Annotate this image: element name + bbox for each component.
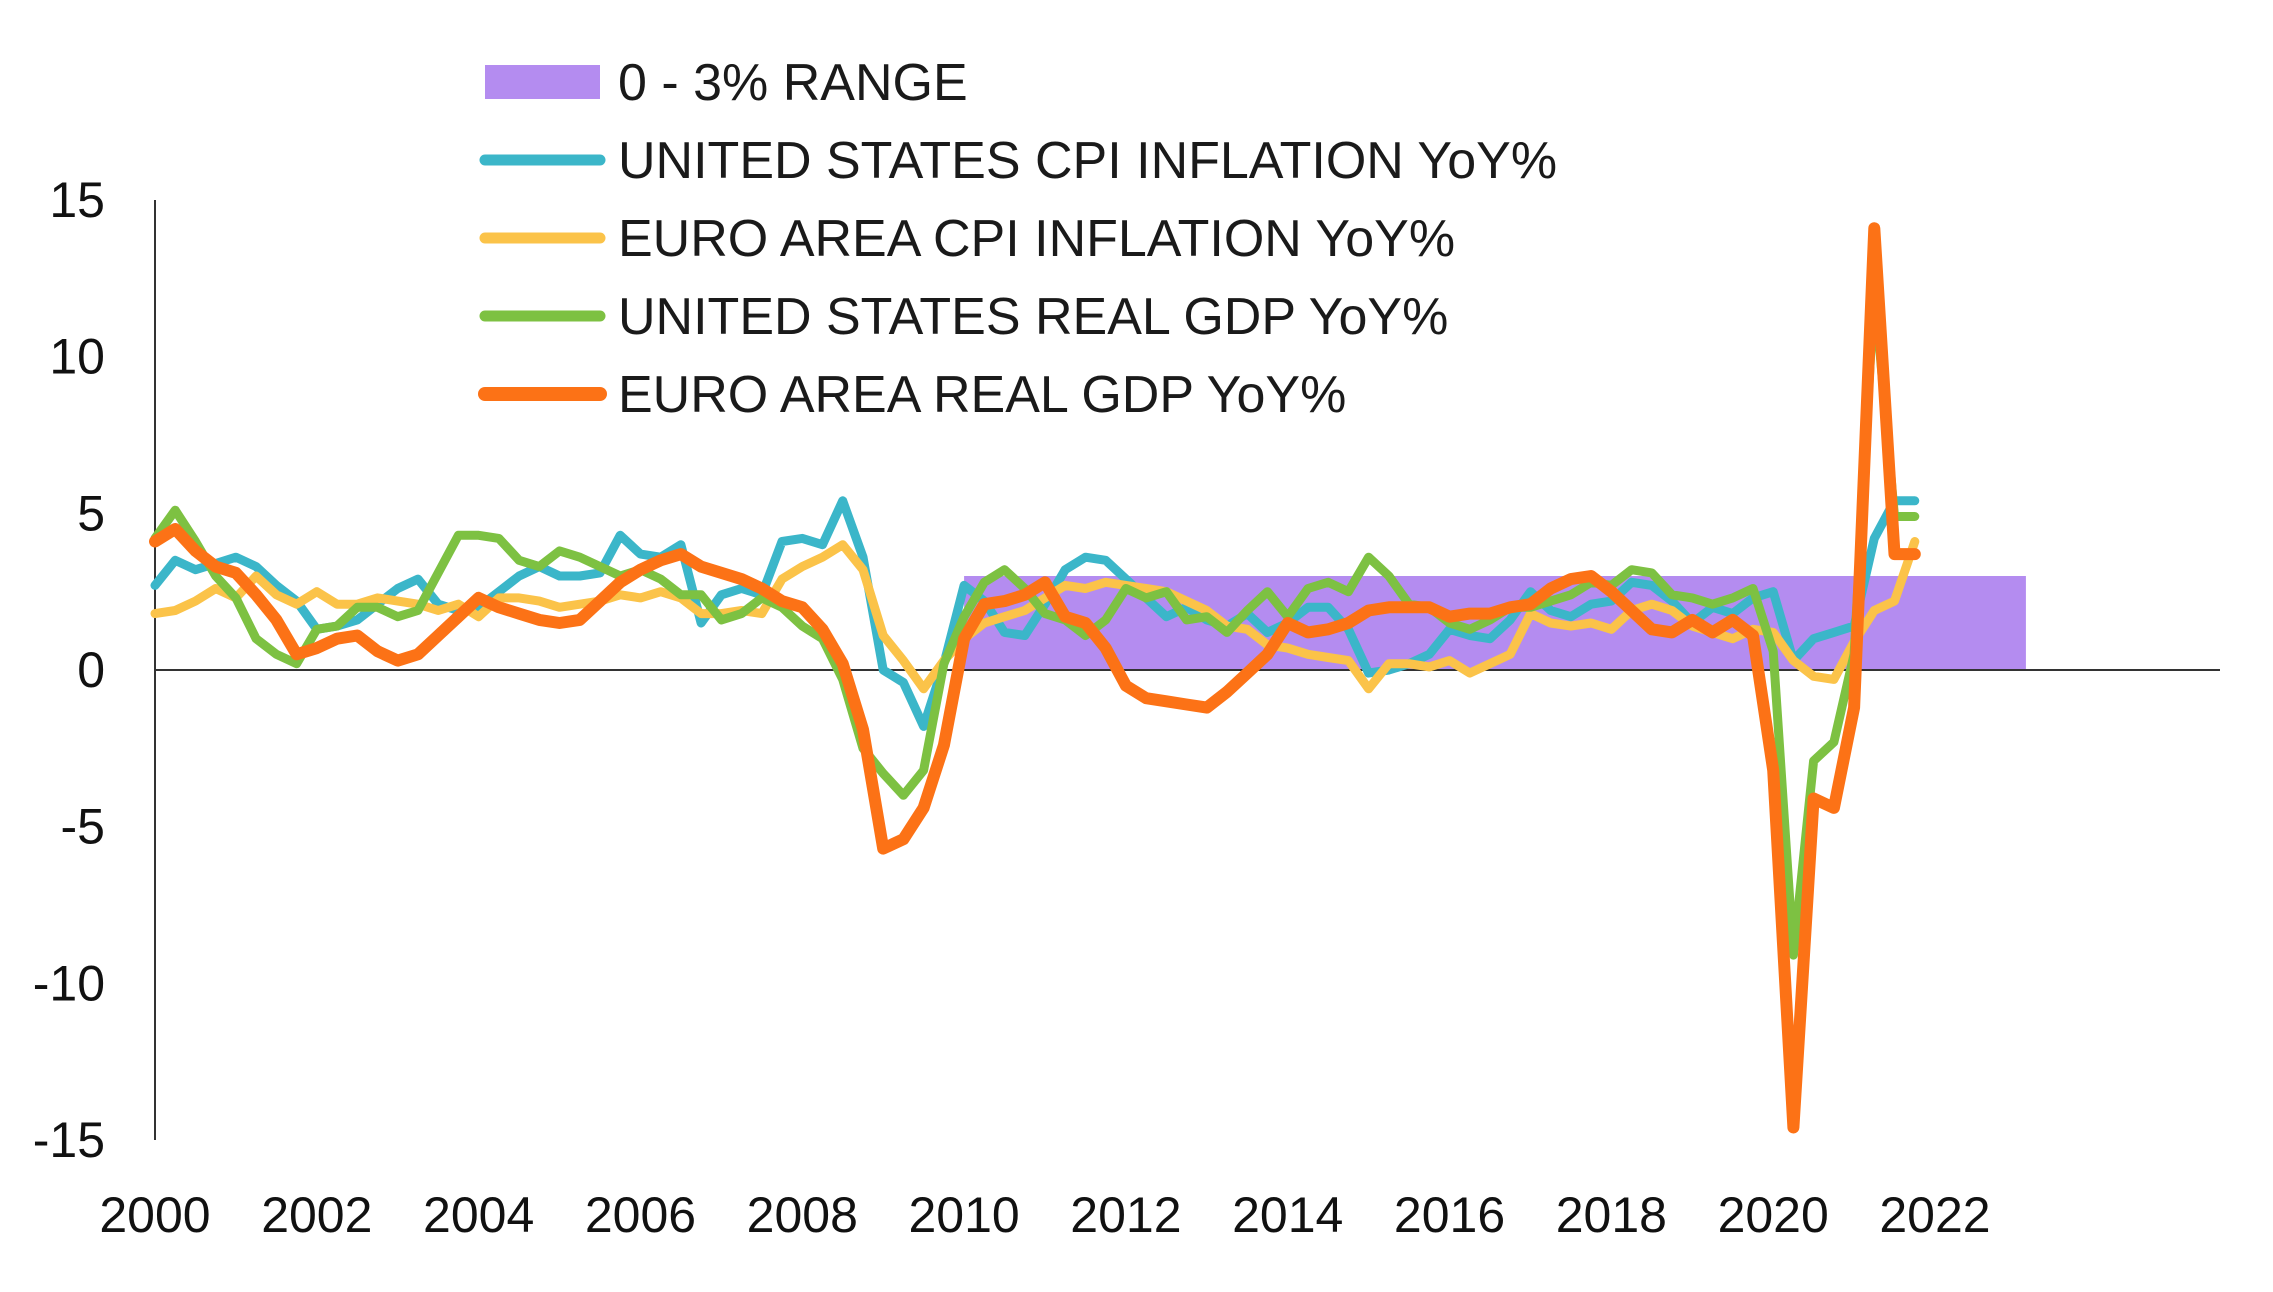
- series-line-3: [150, 283, 1920, 960]
- legend-label-2: EURO AREA CPI INFLATION YoY%: [618, 210, 1455, 268]
- series-line-4: [149, 222, 1921, 1134]
- x-tick-label: 2022: [1879, 1187, 1990, 1243]
- x-tick-label: 2018: [1556, 1187, 1667, 1243]
- x-tick-label: 2008: [747, 1187, 858, 1243]
- axes: [154, 200, 2220, 1140]
- x-tick-label: 2012: [1070, 1187, 1181, 1243]
- legend-label-band: 0 - 3% RANGE: [618, 54, 968, 112]
- x-tick-label: 2014: [1232, 1187, 1343, 1243]
- y-tick-label: 10: [49, 329, 105, 385]
- x-tick-label: 2010: [908, 1187, 1019, 1243]
- series-lines: [149, 222, 1921, 1134]
- x-tick-label: 2002: [261, 1187, 372, 1243]
- y-tick-label: -5: [61, 799, 105, 855]
- legend-label-3: UNITED STATES REAL GDP YoY%: [618, 288, 1448, 346]
- y-tick-labels: 15 10 5 0 -5 -10 -15: [33, 172, 105, 1168]
- y-tick-label: 0: [77, 642, 105, 698]
- y-tick-label: 15: [49, 172, 105, 228]
- x-tick-label: 2000: [99, 1187, 210, 1243]
- legend-swatch-band: [485, 65, 600, 99]
- x-tick-label: 2004: [423, 1187, 534, 1243]
- legend-label-4: EURO AREA REAL GDP YoY%: [618, 366, 1346, 424]
- legend: 0 - 3% RANGE UNITED STATES CPI INFLATION …: [478, 54, 1557, 424]
- x-tick-labels: 2000 2002 2004 2006 2008 2010 2012 2014 2016 2018…: [99, 1187, 1990, 1243]
- x-tick-label: 2006: [585, 1187, 696, 1243]
- y-tick-label: -10: [33, 955, 105, 1011]
- y-tick-label: 5: [77, 485, 105, 541]
- x-tick-label: 2020: [1718, 1187, 1829, 1243]
- legend-label-1: UNITED STATES CPI INFLATION YoY%: [618, 132, 1557, 190]
- x-tick-label: 2016: [1394, 1187, 1505, 1243]
- y-tick-label: -15: [33, 1112, 105, 1168]
